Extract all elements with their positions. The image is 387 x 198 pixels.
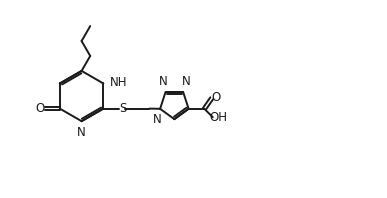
Text: S: S: [119, 102, 127, 115]
Text: N: N: [77, 126, 86, 139]
Text: N: N: [158, 75, 167, 88]
Text: N: N: [182, 75, 190, 88]
Text: OH: OH: [210, 111, 228, 124]
Text: NH: NH: [110, 76, 127, 89]
Text: O: O: [35, 102, 44, 115]
Text: N: N: [153, 113, 162, 126]
Text: O: O: [211, 91, 221, 104]
